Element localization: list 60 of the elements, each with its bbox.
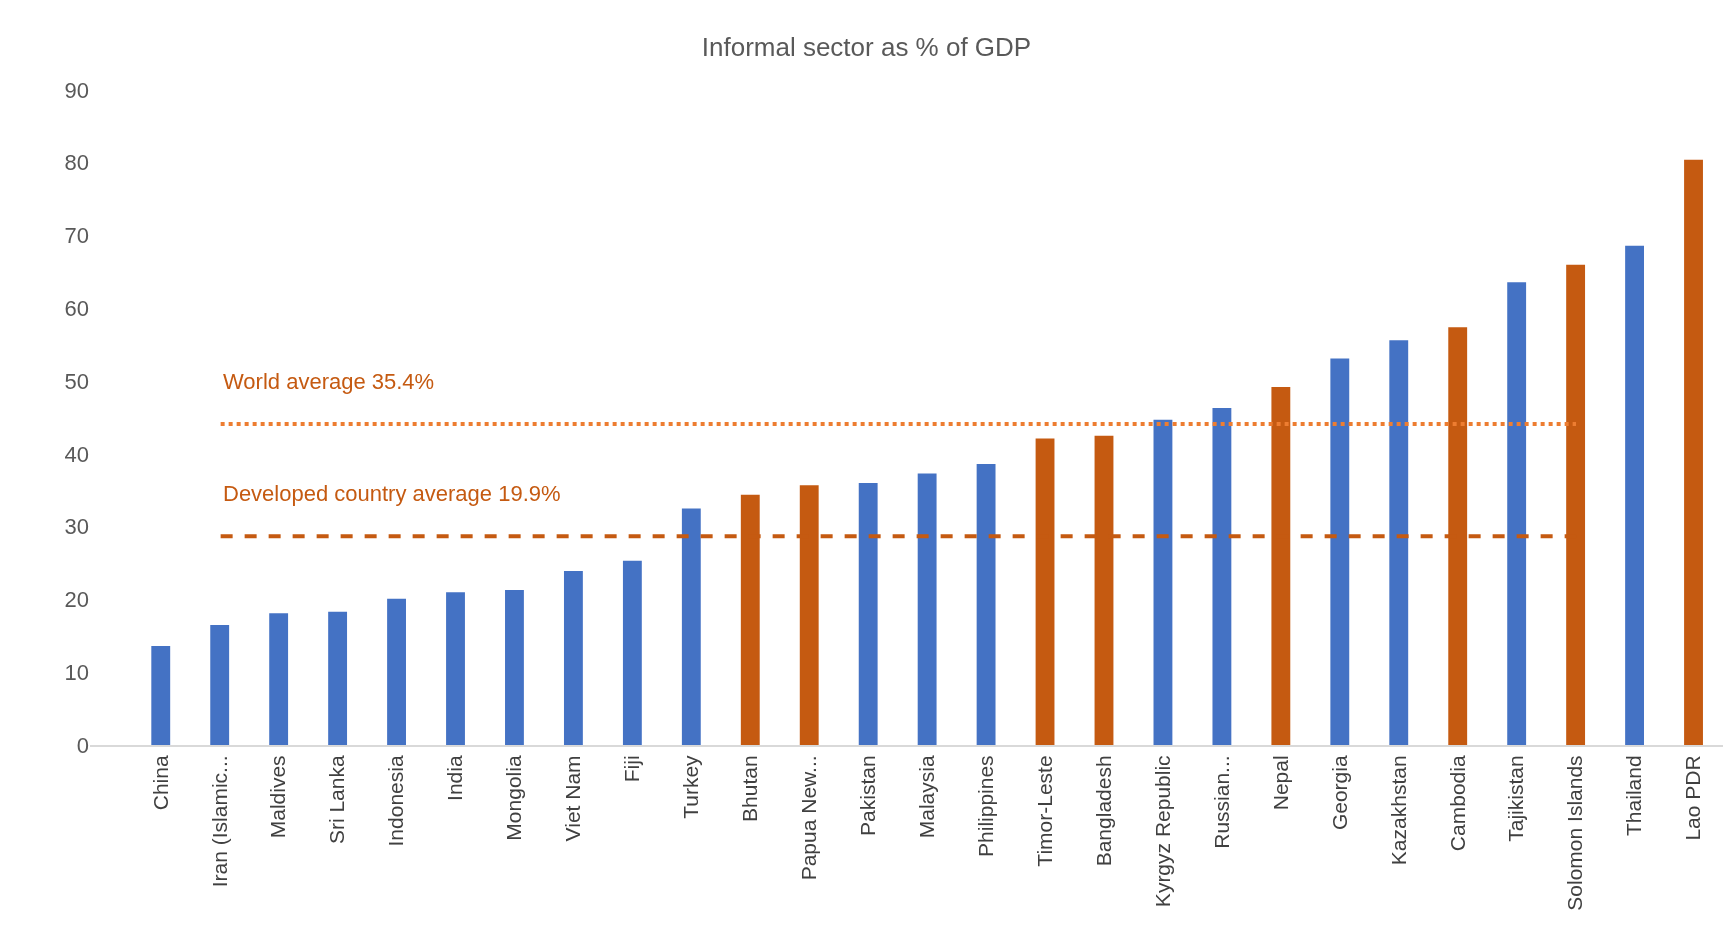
x-tick-label: Viet Nam [561,755,585,842]
x-tick-label: Cambodia [1445,755,1469,852]
x-tick-label: Kazakhstan [1386,755,1410,866]
y-tick-label: 90 [64,77,89,103]
x-tick-label: Bangladesh [1091,755,1115,867]
x-tick-label: Papua New... [797,755,821,881]
y-tick-label: 20 [64,587,89,613]
x-tick-label: Nepal [1268,755,1292,811]
x-tick-label: Malaysia [914,755,938,839]
ref-line-label: Developed country average 19.9% [223,481,561,506]
bar [505,589,524,745]
bar [681,508,701,745]
ref-line-label: World average 35.4% [223,369,435,394]
bar [858,483,878,745]
x-tick-label: Kyrgyz Republic [1150,755,1174,908]
y-tick-label: 10 [64,659,89,685]
x-tick-label: Turkey [679,754,703,819]
y-tick-label: 80 [64,150,89,176]
bar [328,611,348,745]
bar [387,598,406,745]
x-tick-label: China [148,755,172,811]
y-tick-label: 0 [76,732,89,758]
bar [1389,340,1409,745]
y-tick-label: 60 [64,296,89,322]
chart-title: Informal sector as % of GDP [701,31,1032,62]
y-tick-label: 50 [64,368,89,394]
x-tick-label: Pakistan [856,755,880,836]
bar [1507,282,1527,745]
x-tick-label: Thailand [1622,755,1646,836]
x-tick-label: Bhutan [738,755,762,822]
bar [563,571,583,745]
bar [1212,408,1232,745]
x-tick-label: Solomon Islands [1563,755,1587,911]
bar [976,464,996,745]
bar [1330,358,1350,745]
bar [1684,159,1703,745]
x-tick-label: Timor-Leste [1032,755,1056,867]
bar [446,592,465,745]
x-tick-label: Fiji [620,755,644,783]
x-tick-label: Georgia [1327,755,1351,831]
x-tick-label: Maldives [266,755,290,839]
bar [1625,245,1644,745]
x-tick-label: Russian... [1209,755,1233,849]
x-tick-label: Indonesia [384,755,408,847]
x-tick-label: India [443,755,467,801]
bar [269,613,289,745]
bar [210,624,230,745]
x-tick-label: Lao PDR [1681,755,1705,841]
bar [622,560,642,745]
x-tick-label: Tajikistan [1504,755,1528,842]
bar [151,646,171,745]
y-tick-label: 70 [64,223,89,249]
bar [917,473,937,745]
x-tick-label: Iran (Islamic... [207,755,231,888]
y-tick-label: 40 [64,441,89,467]
y-tick-label: 30 [64,514,89,540]
x-tick-label: Philippines [973,755,997,857]
x-tick-label: Sri Lanka [325,755,349,845]
x-tick-label: Mongolia [502,755,526,841]
bar [1153,419,1173,745]
